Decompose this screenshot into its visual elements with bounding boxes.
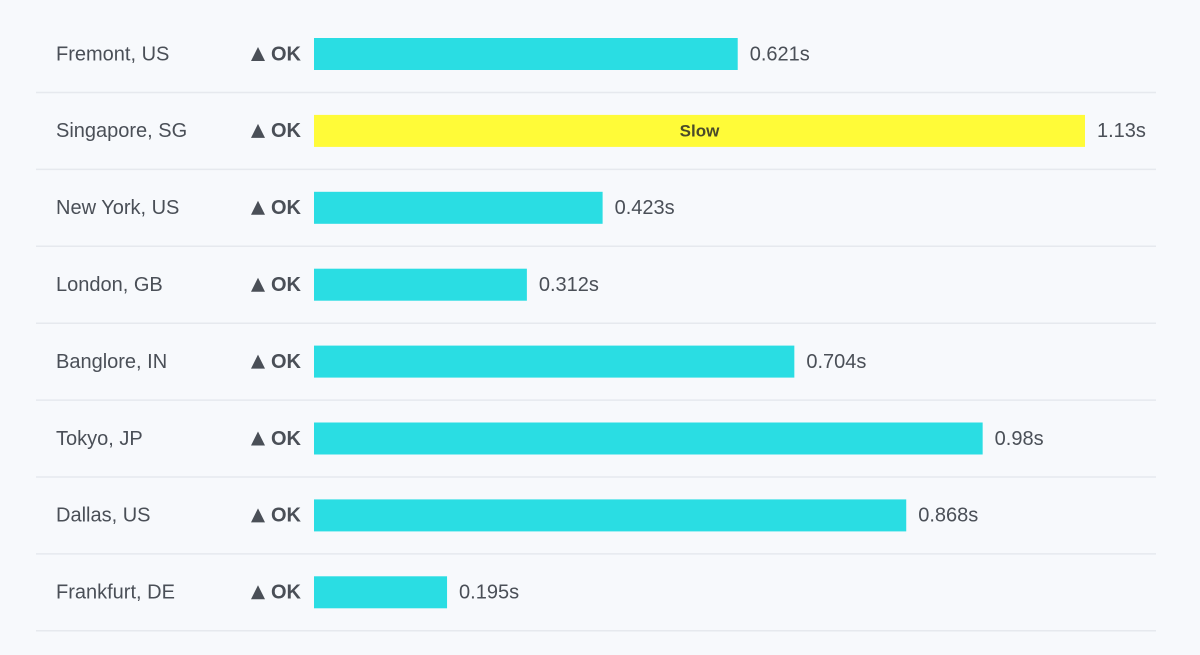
value-label: 0.195s <box>459 582 519 604</box>
bar <box>314 191 603 224</box>
bar-flag: Slow <box>680 121 720 140</box>
status-icon <box>251 123 265 138</box>
status-label: OK <box>271 428 302 450</box>
status-icon <box>251 277 265 292</box>
location-label: Fremont, US <box>56 43 169 65</box>
location-label: Dallas, US <box>56 505 150 527</box>
bar <box>314 114 1085 147</box>
value-label: 0.704s <box>806 351 866 373</box>
location-label: London, GB <box>56 274 163 296</box>
location-label: Tokyo, JP <box>56 428 143 450</box>
status-icon <box>251 585 265 600</box>
status-icon <box>251 47 265 61</box>
location-label: Singapore, SG <box>56 120 187 142</box>
status-label: OK <box>271 274 302 296</box>
status-icon <box>251 354 265 369</box>
value-label: 0.621s <box>750 43 810 65</box>
value-label: 0.868s <box>918 505 978 527</box>
bar <box>314 422 983 455</box>
status-label: OK <box>271 351 302 373</box>
status-icon <box>251 508 265 523</box>
bar <box>314 499 907 532</box>
bar <box>314 38 738 70</box>
value-label: 0.312s <box>539 274 599 296</box>
status-label: OK <box>271 197 302 219</box>
status-icon <box>251 200 265 215</box>
value-label: 0.423s <box>615 197 675 219</box>
status-label: OK <box>271 582 302 604</box>
value-label: 1.13s <box>1097 120 1146 142</box>
status-label: OK <box>271 505 302 527</box>
bar <box>314 576 448 609</box>
location-label: Frankfurt, DE <box>56 582 175 604</box>
status-label: OK <box>271 43 302 65</box>
status-icon <box>251 431 265 446</box>
bar <box>314 268 527 301</box>
location-label: Banglore, IN <box>56 351 167 373</box>
bar <box>314 345 795 378</box>
status-label: OK <box>271 120 302 142</box>
value-label: 0.98s <box>995 428 1044 450</box>
location-label: New York, US <box>56 197 179 219</box>
